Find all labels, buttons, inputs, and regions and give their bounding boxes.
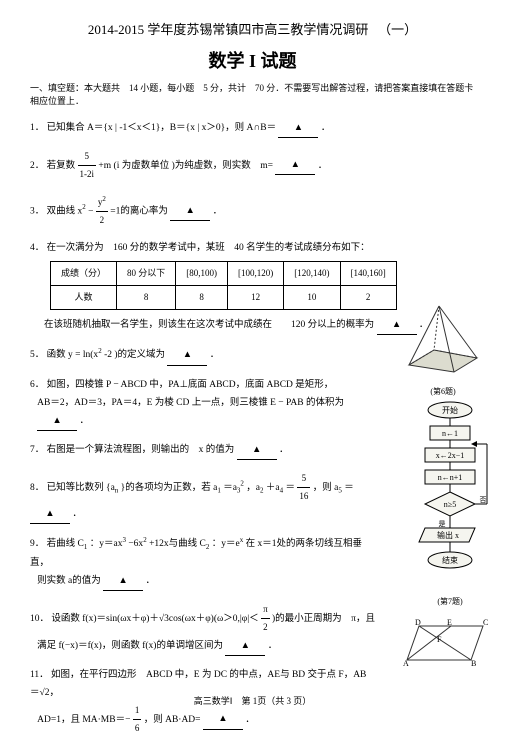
q7-num: 7． (30, 445, 44, 455)
q3-num: 3． (30, 206, 44, 216)
question-9: 9． 若曲线 C1 ：y＝ax3 −6x2 +12x与曲线 C2 ：y＝ex 在… (30, 534, 475, 591)
q5-blank: ▲ (167, 346, 207, 365)
question-2: 2． 若复数 5 1-2i +m (i 为虚数单位 )为纯虚数，则实数 m= ▲… (30, 148, 475, 183)
svg-text:开始: 开始 (442, 405, 458, 415)
q2-num: 2． (30, 160, 44, 170)
part-label: （一） (378, 22, 417, 37)
svg-text:E: E (447, 618, 452, 627)
q8-blank: ▲ (30, 505, 70, 524)
svg-text:F: F (437, 635, 442, 644)
question-5: 5． 函数 y = ln(x2 -2 )的定义域为 ▲ ． (30, 345, 475, 365)
question-8: 8． 已知等比数列 {an }的各项均为正数，若 a1 ＝a32 ，a2 ＋a4… (30, 470, 475, 524)
score-table: 成绩（分） 80 分以下 [80,100) [100,120) [120,140… (50, 261, 397, 310)
q1-text: 已知集合 A＝{x | -1＜x＜1}，B＝{x | x＞0}，则 A∩B＝ (47, 123, 276, 133)
q2-blank: ▲ (275, 156, 315, 175)
q4-num: 4． (30, 243, 44, 253)
q11-blank: ▲ (203, 710, 243, 729)
question-7: 7． 右图是一个算法流程图，则输出的 x 的值为 ▲ ． (30, 441, 475, 460)
table-row: 成绩（分） 80 分以下 [80,100) [100,120) [120,140… (51, 262, 397, 286)
q10-num: 10． (30, 614, 49, 624)
q9-num: 9． (30, 539, 44, 549)
q7-blank: ▲ (237, 441, 277, 460)
q3-fraction: y2 2 (96, 193, 108, 229)
question-3: 3． 双曲线 x2 − y2 2 =1的离心率为 ▲ ． (30, 193, 475, 229)
q10-fraction: π 2 (261, 601, 270, 636)
q10-blank: ▲ (225, 637, 265, 656)
year-title: 2014-2015 学年度苏锡常镇四市高三教学情况调研 (88, 22, 369, 37)
q8-num: 8． (30, 482, 44, 492)
q11-num: 11． (30, 670, 49, 680)
q1-blank: ▲ (278, 119, 318, 138)
table-row: 人数 8 8 12 10 2 (51, 286, 397, 310)
instructions: 一、填空题：本大题共 14 小题，每小题 5 分，共计 70 分．不需要写出解答… (30, 82, 475, 109)
question-1: 1． 已知集合 A＝{x | -1＜x＜1}，B＝{x | x＞0}，则 A∩B… (30, 119, 475, 138)
q2-fraction: 5 1-2i (78, 148, 97, 183)
page-footer: 高三数学Ⅰ 第 1页（共 3 页） (0, 694, 505, 708)
header-title: 2014-2015 学年度苏锡常镇四市高三教学情况调研 （一） (30, 20, 475, 41)
parallelogram-icon: D E C A B F (401, 618, 491, 668)
svg-text:C: C (483, 618, 488, 627)
q6-num: 6． (30, 380, 44, 390)
q1-num: 1． (30, 123, 44, 133)
q8-fraction: 5 16 (297, 470, 310, 505)
svg-text:否: 否 (480, 496, 487, 504)
q6-blank: ▲ (37, 412, 77, 431)
q9-blank: ▲ (103, 572, 143, 591)
svg-text:D: D (415, 618, 421, 627)
q3-blank: ▲ (170, 202, 210, 221)
q5-num: 5． (30, 350, 44, 360)
svg-text:n←1: n←1 (442, 429, 458, 438)
main-title: 数学 I 试题 (30, 47, 475, 76)
pyramid-icon (399, 300, 487, 380)
